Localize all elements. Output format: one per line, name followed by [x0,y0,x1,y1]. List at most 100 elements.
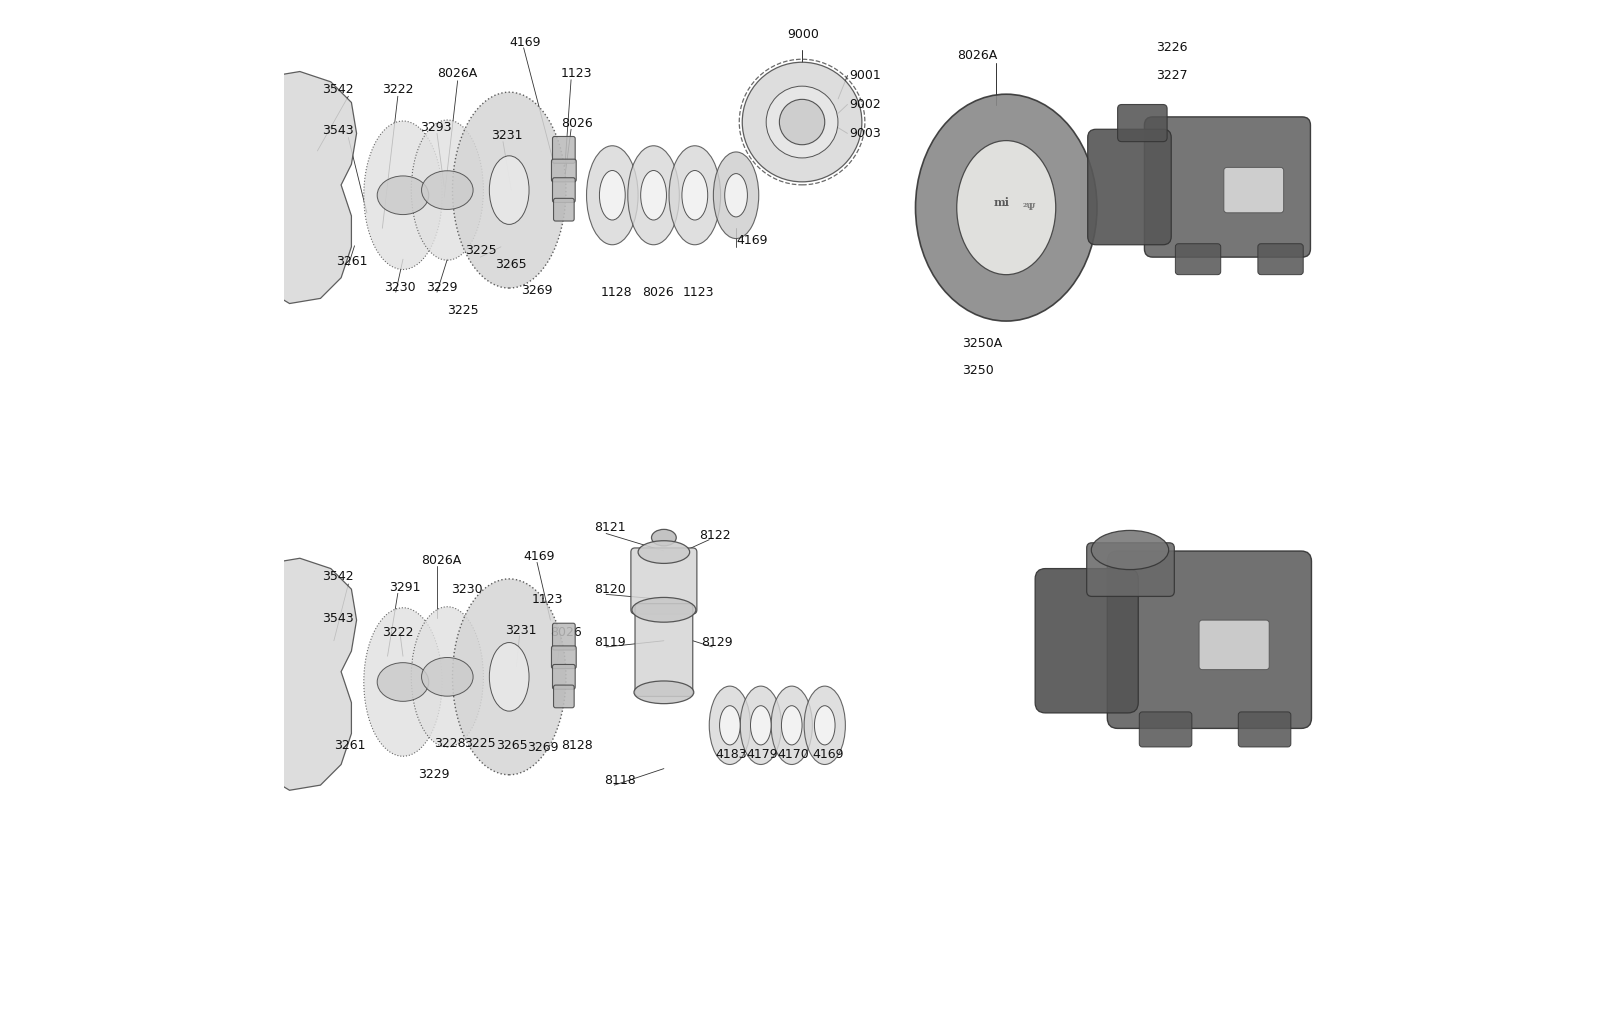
Ellipse shape [490,156,530,224]
Ellipse shape [1091,530,1168,570]
FancyBboxPatch shape [1198,620,1269,670]
Text: 3265: 3265 [496,739,528,753]
Circle shape [742,62,862,182]
Ellipse shape [915,94,1098,322]
Text: 3250A: 3250A [962,337,1002,351]
FancyBboxPatch shape [1258,244,1304,275]
Text: 8129: 8129 [701,636,733,649]
Text: 8026: 8026 [560,117,592,129]
Text: 3229: 3229 [419,768,450,782]
Text: 9002: 9002 [850,98,882,111]
Text: 3229: 3229 [426,280,458,294]
FancyBboxPatch shape [1139,711,1192,747]
Text: 8122: 8122 [699,529,731,542]
Text: 3222: 3222 [382,626,414,639]
Text: 9000: 9000 [787,28,819,41]
Ellipse shape [720,706,741,744]
Text: 3230: 3230 [451,583,483,596]
Text: 3226: 3226 [1155,41,1187,55]
Ellipse shape [725,174,747,217]
FancyBboxPatch shape [218,659,264,706]
Text: 1123: 1123 [683,285,714,299]
Text: ²Ψ: ²Ψ [1022,203,1035,212]
Ellipse shape [421,171,474,210]
Text: 3269: 3269 [522,283,554,297]
Text: 3231: 3231 [491,129,522,142]
Text: 1123: 1123 [531,592,563,606]
FancyBboxPatch shape [1224,168,1283,213]
FancyBboxPatch shape [552,665,574,690]
Text: 4169: 4169 [813,748,843,761]
Text: 8118: 8118 [605,774,635,788]
FancyBboxPatch shape [635,604,693,697]
Text: 3261: 3261 [336,254,368,268]
Ellipse shape [453,579,566,774]
FancyBboxPatch shape [1088,129,1171,245]
Text: 4169: 4169 [523,550,555,562]
Text: 3231: 3231 [506,624,536,637]
FancyBboxPatch shape [1176,244,1221,275]
Text: 3542: 3542 [323,571,354,583]
Text: 3222: 3222 [382,83,414,95]
Ellipse shape [411,607,483,747]
Text: 9003: 9003 [850,127,882,140]
Text: 4169: 4169 [736,234,768,247]
Ellipse shape [378,176,429,215]
Text: 3269: 3269 [526,741,558,755]
PathPatch shape [253,71,357,304]
Ellipse shape [363,608,442,756]
Text: 3228: 3228 [434,737,466,751]
FancyBboxPatch shape [554,686,574,708]
Text: 8026A: 8026A [437,67,477,80]
Text: 1123: 1123 [560,67,592,80]
Text: 8121: 8121 [594,521,626,534]
Text: 3227: 3227 [1155,69,1187,82]
Text: 3293: 3293 [421,121,453,133]
Text: 4169: 4169 [509,36,541,50]
Text: 3542: 3542 [323,83,354,95]
Ellipse shape [709,687,750,764]
Text: 3291: 3291 [389,581,421,594]
Text: 8120: 8120 [594,583,626,596]
FancyBboxPatch shape [552,646,576,669]
Text: 3543: 3543 [323,611,354,625]
Ellipse shape [587,146,638,245]
PathPatch shape [253,558,357,790]
Ellipse shape [411,120,483,261]
Text: 8026A: 8026A [957,49,997,61]
Ellipse shape [600,171,626,220]
Text: 3230: 3230 [384,280,416,294]
Text: 8026: 8026 [642,285,674,299]
Text: 3250: 3250 [962,364,994,377]
FancyBboxPatch shape [1107,551,1312,728]
Ellipse shape [632,598,696,622]
Text: 1128: 1128 [602,285,632,299]
Ellipse shape [669,146,720,245]
Circle shape [766,86,838,158]
FancyBboxPatch shape [1118,104,1166,142]
Text: 4183: 4183 [715,748,747,761]
Ellipse shape [421,658,474,696]
Ellipse shape [814,706,835,744]
Ellipse shape [781,706,802,744]
Text: 3225: 3225 [464,737,496,751]
Ellipse shape [634,681,694,704]
Text: 8128: 8128 [560,739,592,753]
Text: 3265: 3265 [494,257,526,271]
Text: 3225: 3225 [466,244,496,257]
FancyBboxPatch shape [1086,543,1174,597]
FancyBboxPatch shape [552,136,574,163]
Ellipse shape [741,687,781,764]
Text: 3261: 3261 [334,739,365,753]
Text: 4179: 4179 [746,748,778,761]
FancyBboxPatch shape [552,624,574,650]
Ellipse shape [627,146,680,245]
FancyBboxPatch shape [630,548,698,614]
Text: 8026A: 8026A [421,554,462,567]
Text: 8119: 8119 [594,636,626,649]
Ellipse shape [682,171,707,220]
FancyBboxPatch shape [1238,711,1291,747]
Ellipse shape [638,541,690,564]
Text: 3543: 3543 [323,124,354,136]
FancyBboxPatch shape [1144,117,1310,257]
